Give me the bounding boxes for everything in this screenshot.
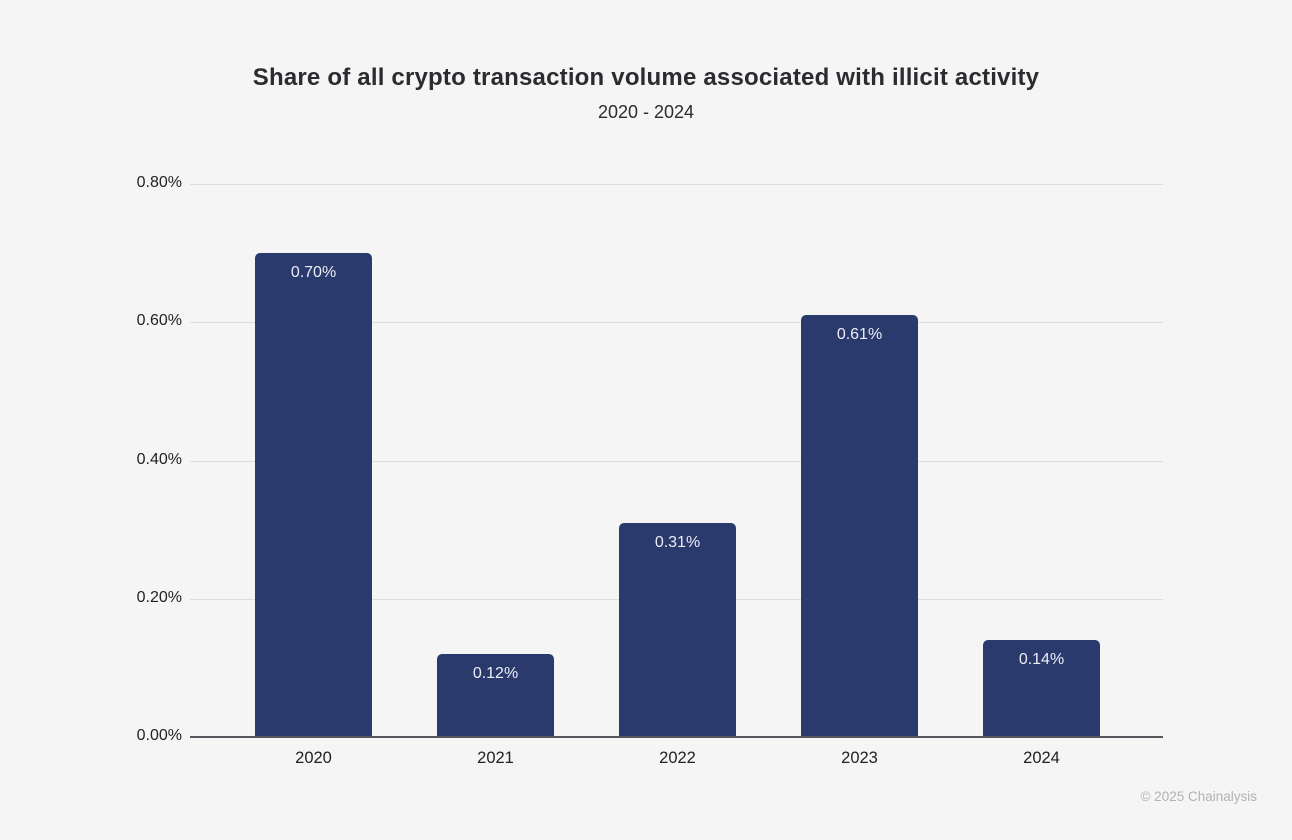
bar-value-label: 0.61% [836,326,883,344]
y-axis-tick-label: 0.80% [136,174,182,191]
x-axis-line [190,736,1163,738]
bar-2020: 0.70% [255,253,372,737]
bar-value-label: 0.70% [290,264,337,282]
gridline [190,461,1163,462]
bar-value-label: 0.31% [654,533,701,551]
x-axis-category-label: 2022 [659,749,696,767]
bar-value-label: 0.14% [1018,651,1065,669]
bar-2021: 0.12% [437,654,554,737]
x-axis-category-label: 2024 [1023,749,1060,767]
copyright-text: © 2025 Chainalysis [1140,789,1257,804]
gridline [190,184,1163,185]
x-axis-category-label: 2021 [477,749,514,767]
y-axis-tick-label: 0.40% [136,450,182,468]
bar-2024: 0.14% [983,640,1100,737]
bar-2023: 0.61% [801,315,918,737]
bar-2022: 0.31% [619,522,736,737]
bar-value-label: 0.12% [472,665,519,683]
y-axis-tick-label: 0.00% [136,727,182,744]
x-axis-category-label: 2023 [841,749,878,767]
y-axis-tick-label: 0.20% [136,588,182,606]
chart-subtitle: 2020 - 2024 [597,102,695,122]
x-axis-category-label: 2020 [295,749,332,767]
y-axis-tick-label: 0.60% [136,312,182,330]
chart-title: Share of all crypto transaction volume a… [252,64,1040,91]
gridline [190,322,1163,323]
